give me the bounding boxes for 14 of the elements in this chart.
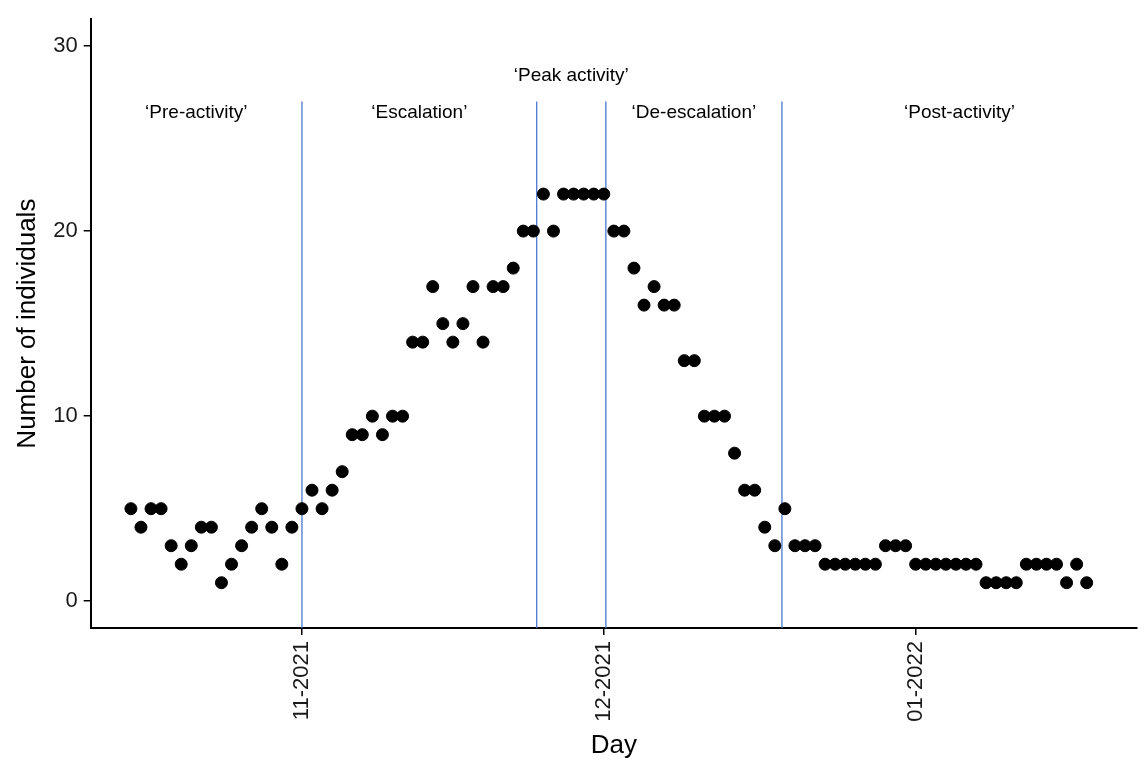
annotation: ‘De-escalation’ xyxy=(631,100,757,122)
y-tick-label: 20 xyxy=(53,217,78,243)
x-tick-label: 01-2022 xyxy=(901,641,927,722)
x-axis-title: Day xyxy=(590,728,637,759)
y-tick-label: 10 xyxy=(53,402,78,428)
y-axis-title: Number of individuals xyxy=(10,198,41,449)
annotation: ‘Peak activity’ xyxy=(513,63,629,85)
y-tick-label: 0 xyxy=(65,587,78,613)
annotation: ‘Pre-activity’ xyxy=(145,100,248,122)
y-tick-label: 30 xyxy=(53,32,78,58)
annotation: ‘Escalation’ xyxy=(371,100,468,122)
annotation: ‘Post-activity’ xyxy=(904,100,1015,122)
x-tick-label: 12-2021 xyxy=(589,641,615,722)
x-tick-label: 11-2021 xyxy=(288,641,314,721)
